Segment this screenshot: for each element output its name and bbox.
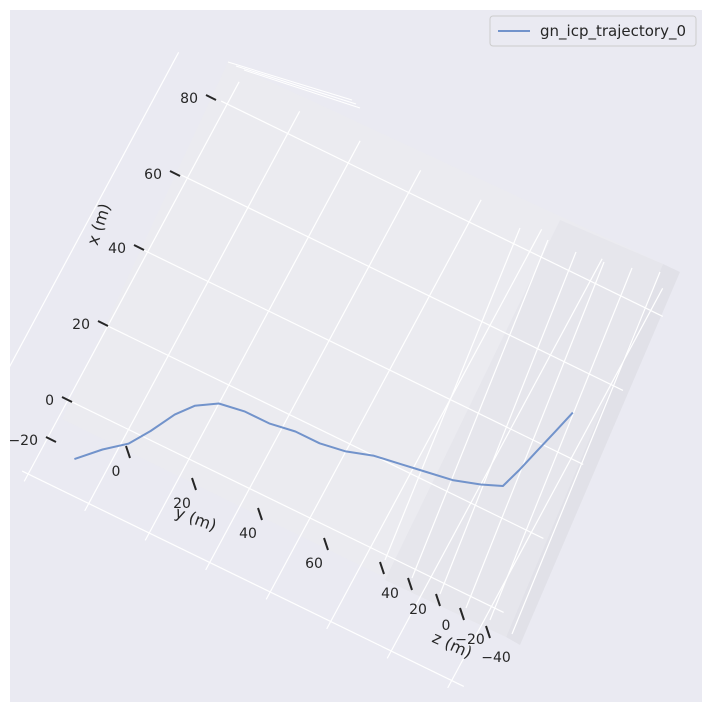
grid-line-x bbox=[220, 100, 664, 317]
grid-line-y bbox=[265, 199, 482, 600]
y-tick-mark bbox=[323, 537, 329, 551]
grid-line-z bbox=[384, 227, 521, 561]
y-axis-ticks: 0 20 40 60 bbox=[112, 445, 329, 572]
grid-line-y bbox=[205, 170, 422, 571]
series-line-gn_icp_trajectory_0 bbox=[74, 402, 574, 487]
legend-box bbox=[489, 15, 697, 47]
grid-line-z bbox=[511, 271, 661, 635]
z-tick-label: 0 bbox=[442, 618, 451, 634]
x-tick-label: 20 bbox=[72, 317, 90, 333]
x-tick-mark bbox=[169, 170, 181, 177]
x-tick-label: 40 bbox=[108, 241, 126, 257]
grid-line-z bbox=[489, 267, 633, 621]
grid-line-x bbox=[21, 470, 465, 687]
grid-line-y bbox=[23, 81, 240, 482]
grid-line-y bbox=[447, 288, 664, 689]
x-axis-ticks: −20 0 20 40 60 80 bbox=[8, 91, 217, 449]
grid-line-z bbox=[465, 261, 605, 609]
pane-side bbox=[506, 264, 680, 645]
y-tick-mark bbox=[191, 477, 197, 491]
grid-line-y bbox=[386, 258, 603, 659]
grid bbox=[0, 52, 664, 689]
x-tick-mark bbox=[97, 320, 109, 327]
y-tick-mark bbox=[125, 445, 131, 459]
z-tick-label: 20 bbox=[409, 602, 427, 618]
grid-line-x bbox=[61, 396, 504, 613]
y-tick-label: 0 bbox=[112, 464, 121, 480]
y-tick-label: 60 bbox=[305, 556, 323, 572]
x-tick-mark bbox=[205, 94, 217, 101]
z-tick-mark bbox=[459, 607, 465, 621]
legend: gn_icp_trajectory_0 bbox=[489, 15, 697, 47]
z-axis-ticks: 40 20 0−20 −40 bbox=[379, 561, 511, 666]
z-tick-mark bbox=[379, 561, 385, 575]
z-tick-mark bbox=[435, 593, 441, 607]
box-edge-line bbox=[243, 69, 361, 109]
grid-line-x bbox=[141, 248, 584, 465]
x-tick-mark bbox=[61, 396, 73, 403]
x-tick-mark bbox=[45, 436, 57, 443]
grid-line-x bbox=[101, 322, 544, 539]
box-edge-line bbox=[235, 65, 357, 105]
z-tick-label: 40 bbox=[381, 586, 399, 602]
grid-line-y bbox=[84, 111, 301, 512]
x-tick-mark bbox=[133, 244, 145, 251]
z-tick-label: −20 bbox=[455, 632, 485, 648]
grid-line-x bbox=[181, 174, 624, 391]
grid-line-y bbox=[0, 52, 180, 386]
x-tick-label: 0 bbox=[45, 393, 54, 409]
z-tick-mark bbox=[485, 625, 491, 639]
grid-line-z bbox=[411, 239, 549, 579]
z-tick-mark bbox=[407, 577, 413, 591]
grid-line-y bbox=[326, 229, 543, 630]
x-tick-label: −20 bbox=[8, 433, 38, 449]
x-tick-label: 60 bbox=[144, 167, 162, 183]
y-tick-mark bbox=[257, 507, 263, 521]
grid-line-y bbox=[144, 140, 361, 541]
grid-line-z bbox=[439, 251, 577, 595]
x-tick-label: 80 bbox=[180, 91, 198, 107]
z-tick-label: −40 bbox=[481, 650, 511, 666]
y-tick-label: 40 bbox=[239, 526, 257, 542]
box-edge-line bbox=[227, 61, 353, 101]
series-layer bbox=[74, 402, 574, 487]
y-tick-label: 20 bbox=[173, 496, 191, 512]
legend-entry-label: gn_icp_trajectory_0 bbox=[540, 22, 686, 41]
